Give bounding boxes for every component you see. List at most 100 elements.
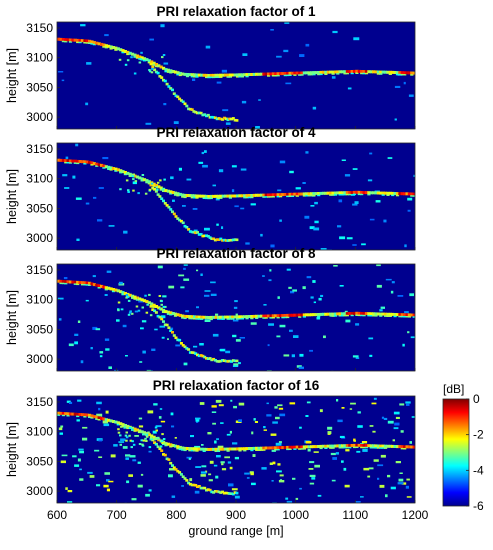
heatmap-cell <box>307 448 311 452</box>
heatmap-cell <box>209 194 213 198</box>
heatmap-cells <box>57 22 415 129</box>
heatmap-cell <box>116 289 120 293</box>
heatmap-cell <box>362 312 366 316</box>
heatmap-cell <box>369 70 373 74</box>
heatmap-cell <box>226 360 230 363</box>
heatmap-cell <box>270 244 275 248</box>
heatmap-cell <box>230 238 233 242</box>
heatmap-cell <box>376 73 380 75</box>
heatmap-cell <box>60 425 64 428</box>
heatmap-cell <box>279 72 283 76</box>
heatmap-cell <box>333 444 338 448</box>
heatmap-cell <box>187 481 191 485</box>
heatmap-cell <box>199 354 203 357</box>
heatmap-cell <box>400 445 404 449</box>
heatmap-cell <box>338 447 342 449</box>
heatmap-cell <box>205 45 211 49</box>
heatmap-cell <box>164 310 168 314</box>
heatmap-cell <box>293 74 297 76</box>
heatmap-cell <box>155 425 162 428</box>
heatmap-cell <box>65 487 68 490</box>
heatmap-cell <box>181 475 185 478</box>
heatmap-cell <box>410 192 414 196</box>
heatmap-cell <box>207 74 211 77</box>
heatmap-cell <box>149 436 153 439</box>
heatmap-cell <box>403 74 407 76</box>
heatmap-cell <box>204 294 210 297</box>
heatmap-cell <box>89 475 95 478</box>
heatmap-cell <box>170 412 174 416</box>
heatmap-cell <box>410 445 414 449</box>
heatmap-cell <box>261 467 267 470</box>
heatmap-cell <box>199 111 203 115</box>
heatmap-cell <box>207 197 211 200</box>
heatmap-cell <box>139 58 142 61</box>
y-axis-label: height [m] <box>5 422 19 477</box>
heatmap-cell <box>231 117 235 120</box>
heatmap-cell <box>138 429 142 433</box>
heatmap-cell <box>171 70 175 73</box>
heatmap-cell <box>251 482 256 486</box>
heatmap-cell <box>192 208 198 210</box>
heatmap-cell <box>190 194 194 198</box>
heatmap-cell <box>157 185 161 189</box>
heatmap-cell <box>362 444 366 448</box>
heatmap-cell <box>216 76 221 78</box>
heatmap-cell <box>193 315 197 319</box>
heatmap-cell <box>391 444 395 448</box>
heatmap-cell <box>362 191 366 195</box>
heatmap-cell <box>169 208 173 211</box>
heatmap-cells <box>57 143 415 250</box>
heatmap-cell <box>147 431 150 434</box>
heatmap-cell <box>125 439 128 442</box>
heatmap-cell <box>185 447 190 450</box>
heatmap-cell <box>269 462 273 465</box>
heatmap-cell <box>255 126 260 129</box>
heatmap-cell <box>201 113 205 117</box>
heatmap-cell <box>320 248 327 250</box>
heatmap-cell <box>64 40 68 43</box>
heatmap-cell <box>204 227 210 231</box>
heatmap-cell <box>162 66 166 70</box>
heatmap-cell <box>190 447 194 451</box>
heatmap-cell <box>92 283 96 287</box>
heatmap-cell <box>166 189 170 193</box>
heatmap-cell <box>288 192 292 196</box>
heatmap-cell <box>271 480 274 482</box>
heatmap-cell <box>267 72 271 76</box>
heatmap-cell <box>403 81 406 85</box>
heatmap-cell <box>226 194 230 198</box>
heatmap-cell <box>123 426 126 429</box>
heatmap-cell <box>192 351 196 355</box>
heatmap-cell <box>388 73 392 75</box>
heatmap-cell <box>410 74 414 76</box>
heatmap-cell <box>247 315 252 318</box>
heatmap-cell <box>206 235 210 238</box>
heatmap-cell <box>107 286 111 290</box>
heatmap-cell <box>199 486 203 490</box>
heatmap-cell <box>243 315 247 319</box>
heatmap-cell <box>226 450 230 452</box>
heatmap-cell <box>289 329 293 332</box>
heatmap-cell <box>148 293 151 296</box>
panels: PRI relaxation factor of 130003050310031… <box>5 4 429 538</box>
heatmap-cell <box>407 331 410 334</box>
heatmap-cell <box>211 405 217 408</box>
heatmap-cell <box>78 413 82 416</box>
heatmap-cell <box>128 311 132 314</box>
y-tick-label: 3050 <box>26 201 53 215</box>
heatmap-cell <box>278 480 285 483</box>
heatmap-cell <box>352 190 357 194</box>
heatmap-cell <box>168 474 173 478</box>
heatmap-cell <box>163 202 167 205</box>
y-tick-label: 3150 <box>26 142 53 156</box>
heatmap-cell <box>167 458 171 461</box>
heatmap-cell <box>221 194 225 198</box>
heatmap-cell <box>150 60 154 64</box>
heatmap-cell <box>106 479 110 482</box>
heatmap-cell <box>379 444 383 448</box>
heatmap-cell <box>293 445 297 449</box>
heatmap-cell <box>262 314 266 318</box>
heatmap-cell <box>154 63 159 66</box>
heatmap-cell <box>200 315 204 319</box>
